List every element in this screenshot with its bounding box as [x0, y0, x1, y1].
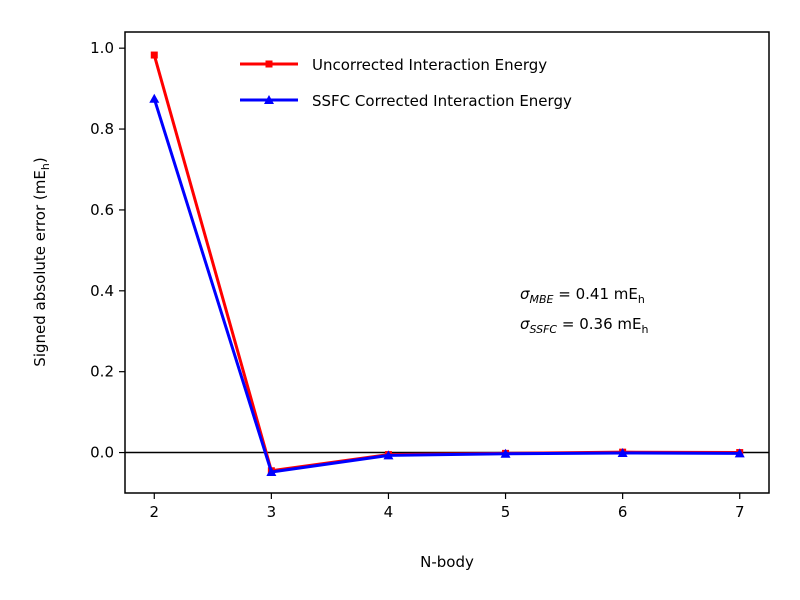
- x-tick-label: 4: [384, 503, 394, 521]
- legend: Uncorrected Interaction Energy SSFC Corr…: [240, 56, 572, 110]
- x-tick-label: 3: [267, 503, 277, 521]
- annotation-sigma-mbe-symbol: σ: [520, 285, 530, 303]
- y-tick-label: 0.8: [90, 120, 114, 138]
- series-1-point: [149, 93, 160, 103]
- annotation-sigma-mbe-value: = 0.41 mE: [554, 285, 638, 303]
- annotation-sigma-mbe-subscript: MBE: [530, 293, 554, 306]
- annotation-sigma-mbe-unit-sub: h: [638, 293, 645, 306]
- x-tick-label: 2: [149, 503, 159, 521]
- series-1-point: [617, 447, 628, 457]
- x-tick-label: 5: [501, 503, 511, 521]
- series-1-point: [500, 448, 511, 458]
- annotation-sigma-ssfc-symbol: σ: [520, 315, 530, 333]
- series-0-point: [150, 51, 158, 59]
- annotation-sigma-ssfc-value: = 0.36 mE: [557, 315, 641, 333]
- y-axis-label: Signed absolute error (mEh): [31, 157, 52, 366]
- y-tick-label: 0.0: [90, 444, 114, 462]
- annotation-sigma-ssfc-unit-sub: h: [641, 323, 648, 336]
- legend-marker-uncorrected: [265, 60, 273, 68]
- y-tick-label: 1.0: [90, 39, 114, 57]
- annotation-sigma-ssfc: σSSFC = 0.36 mEh: [520, 315, 648, 336]
- series-1-point: [383, 450, 394, 460]
- y-tick-label: 0.4: [90, 282, 114, 300]
- y-axis-label-sub: h: [39, 163, 52, 170]
- series-1-point: [734, 448, 745, 458]
- x-tick-label: 6: [618, 503, 628, 521]
- annotation-sigma-ssfc-subscript: SSFC: [530, 323, 558, 336]
- annotation-sigma-mbe: σMBE = 0.41 mEh: [520, 285, 645, 306]
- y-tick-label: 0.6: [90, 201, 114, 219]
- legend-label-ssfc: SSFC Corrected Interaction Energy: [312, 92, 572, 110]
- legend-label-uncorrected: Uncorrected Interaction Energy: [312, 56, 547, 74]
- plot-frame: [124, 31, 770, 494]
- series-line-0: [152, 54, 740, 473]
- series-1-point: [266, 466, 277, 476]
- series-line-1: [152, 98, 740, 474]
- ticks-layer: 2 3 4 5 6 7 0.0 0.2 0.4 0.6 0.8 1.0: [90, 39, 744, 521]
- y-axis-label-close: ): [31, 157, 49, 163]
- y-axis-label-main: Signed absolute error (mE: [31, 170, 49, 367]
- legend-marker-ssfc: [264, 95, 274, 104]
- x-axis-label: N-body: [420, 553, 474, 571]
- y-tick-label: 0.2: [90, 363, 114, 381]
- series-layer: [149, 51, 745, 476]
- x-tick-label: 7: [735, 503, 745, 521]
